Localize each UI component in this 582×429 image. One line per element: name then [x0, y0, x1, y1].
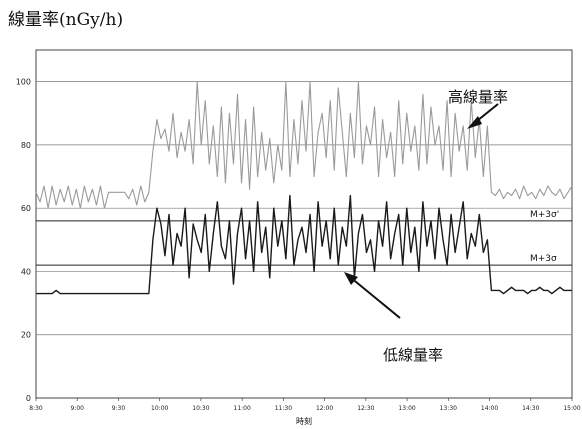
- series-line-1: [36, 194, 572, 295]
- grid: [36, 81, 572, 336]
- x-tick-label-11: 14:00: [481, 405, 498, 412]
- plot-area: [35, 49, 573, 399]
- x-tick-label-8: 12:30: [357, 405, 374, 412]
- x-tick-label-6: 11:30: [275, 405, 292, 412]
- x-tick-label-0: 8:30: [29, 405, 43, 412]
- x-axis-label: 時刻: [296, 416, 312, 426]
- x-axis-ticks: 8:30 9:00 9:30 10:00 10:30 11:00 11:30 12:00 12:…: [29, 398, 581, 412]
- x-tick-label-1: 9:00: [70, 405, 84, 412]
- arrow-low-dose: [349, 276, 401, 319]
- arrow-high-dose-head: [467, 116, 482, 129]
- x-tick-label-5: 11:00: [234, 405, 251, 412]
- y-tick-label-100: 100: [16, 78, 31, 87]
- x-tick-label-3: 10:00: [151, 405, 168, 412]
- y-tick-label-80: 80: [21, 141, 31, 150]
- x-tick-label-4: 10:30: [192, 405, 209, 412]
- y-tick-label-20: 20: [21, 331, 31, 340]
- annotation-high-dose-rate: 高線量率: [448, 88, 508, 106]
- y-axis-ticks: 0 20 40 60 80 100: [16, 78, 31, 403]
- series-lines: [35, 81, 573, 295]
- chart-title: 線量率(nGy/h): [8, 10, 123, 30]
- x-tick-label-12: 14:30: [522, 405, 539, 412]
- y-tick-label-40: 40: [21, 267, 31, 276]
- y-tick-label-0: 0: [26, 394, 31, 403]
- x-tick-label-10: 13:30: [440, 405, 457, 412]
- y-tick-label-60: 60: [21, 204, 31, 213]
- arrow-low-dose-head: [344, 272, 358, 285]
- annotation-low-dose-rate: 低線量率: [383, 346, 443, 364]
- x-tick-label-13: 15:00: [563, 405, 580, 412]
- reference-line-label-0: M+3σ': [530, 210, 559, 220]
- series-line-0: [35, 81, 573, 209]
- x-tick-label-9: 13:00: [398, 405, 415, 412]
- reference-lines: M+3σ' M+3σ: [36, 210, 572, 266]
- reference-line-label-1: M+3σ: [530, 254, 557, 264]
- x-tick-label-7: 12:00: [316, 405, 333, 412]
- x-tick-label-2: 9:30: [112, 405, 126, 412]
